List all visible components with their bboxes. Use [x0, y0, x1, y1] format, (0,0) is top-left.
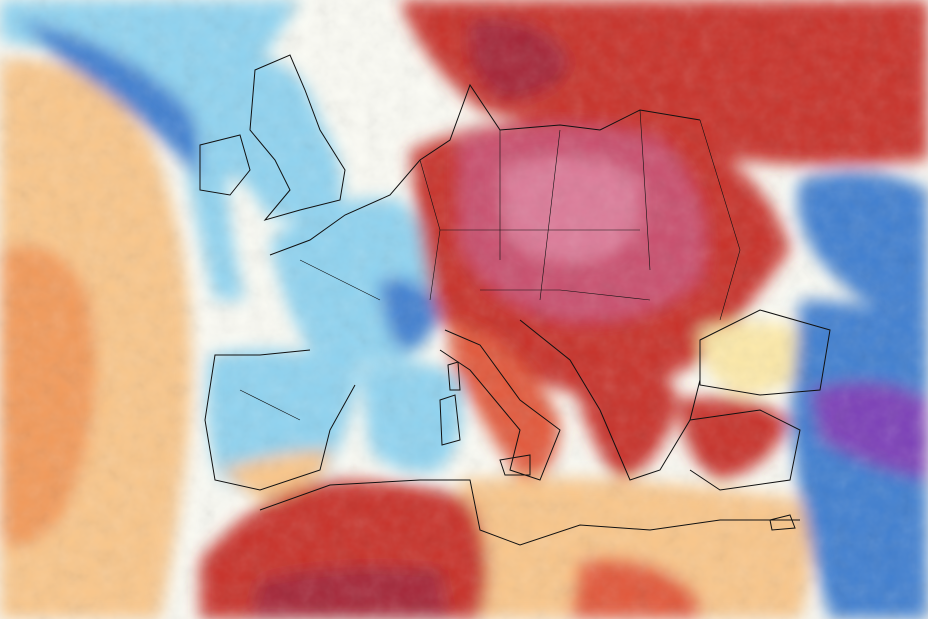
corsica-coastline: [447, 361, 461, 391]
western-europe-coastline: [269, 83, 701, 256]
country-borders: [199, 54, 831, 546]
sardinia-coastline: [439, 394, 461, 446]
black-sea-coastline: [699, 309, 831, 396]
cyprus-coastline: [769, 514, 796, 531]
sicily-coastline: [499, 454, 531, 476]
italy-coastline: [439, 329, 561, 481]
iberia-coastline: [204, 349, 356, 491]
turkey-coastline: [689, 409, 801, 491]
inland-border: [239, 109, 741, 421]
ireland-coastline: [199, 134, 251, 196]
uk-coastline: [249, 54, 346, 221]
north-africa-coastline: [259, 479, 800, 546]
